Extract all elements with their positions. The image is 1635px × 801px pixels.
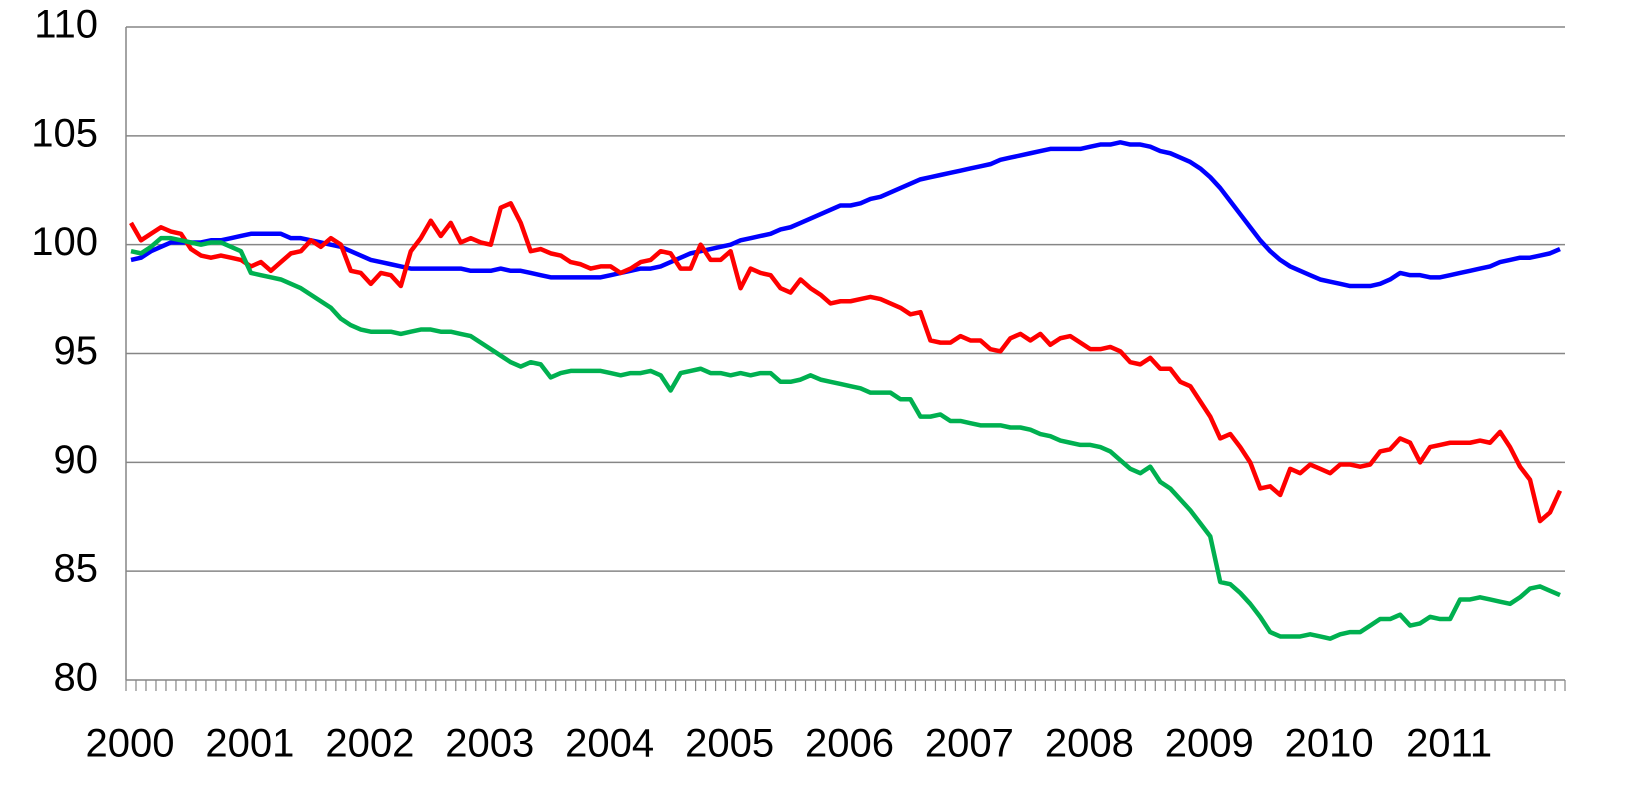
y-tick-label: 105 [31, 111, 98, 155]
y-tick-label: 110 [34, 3, 98, 47]
y-tick-label: 90 [54, 438, 99, 482]
x-tick-label: 2010 [1285, 722, 1374, 766]
x-tick-label: 2011 [1406, 722, 1492, 766]
x-tick-label: 2001 [205, 722, 294, 766]
x-tick-label: 2009 [1165, 722, 1254, 766]
y-tick-label: 95 [54, 329, 99, 373]
x-tick-label: 2005 [685, 722, 774, 766]
x-tick-label: 2008 [1045, 722, 1134, 766]
series-line [130, 140, 1561, 289]
x-tick-label: 2006 [805, 722, 894, 766]
y-tick-label: 85 [54, 547, 99, 591]
series-line [129, 201, 1563, 524]
x-tick-label: 2003 [445, 722, 534, 766]
series-line [130, 235, 1561, 641]
x-tick-label: 2007 [925, 722, 1014, 766]
x-tick-label: 2004 [565, 722, 654, 766]
y-tick-label: 80 [54, 656, 99, 700]
x-tick-label: 2002 [325, 722, 414, 766]
y-tick-label: 100 [31, 220, 98, 264]
x-tick-label: 2000 [86, 722, 175, 766]
